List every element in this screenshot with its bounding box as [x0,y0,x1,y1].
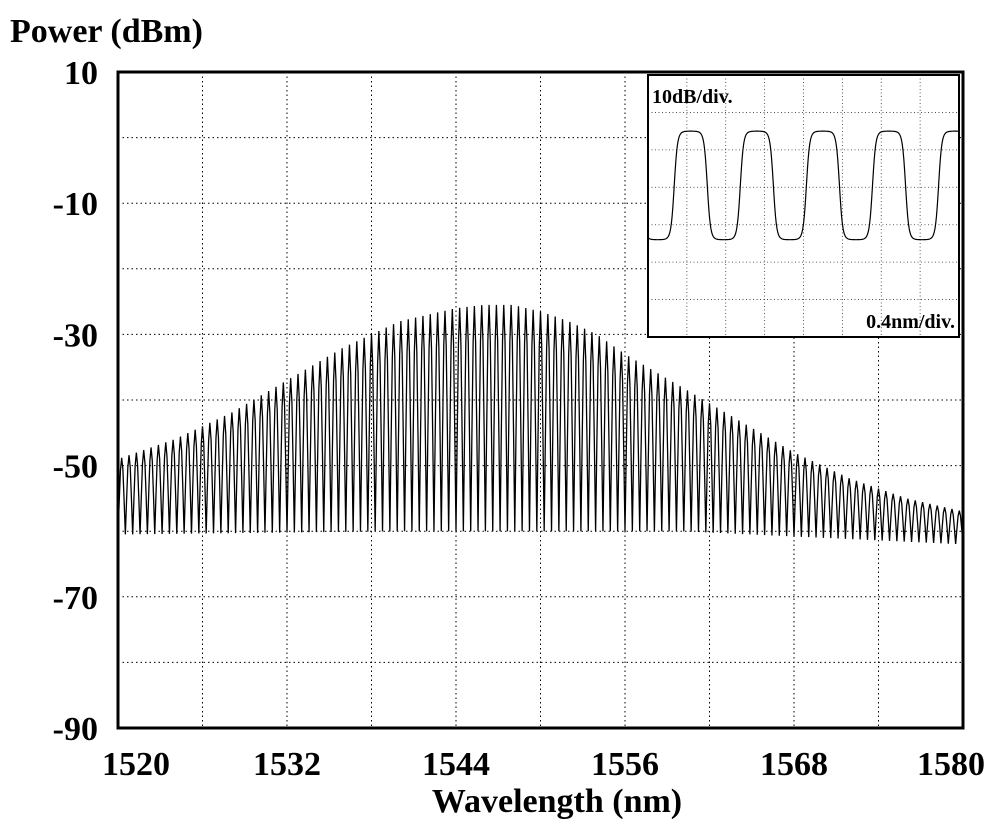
inset-frame [647,74,960,338]
x-axis-title: Wavelength (nm) [432,783,682,820]
y-tick-label: -30 [53,317,98,354]
inset-trace [647,130,960,241]
y-tick-labels: 10 -10 -30 -50 -70 -90 [53,55,98,748]
x-tick-labels: 1520 1532 1544 1556 1568 1580 [102,746,985,783]
spectrum-line [117,304,964,545]
x-tick-label: 1580 [917,746,985,783]
y-tick-label: -70 [53,580,98,617]
plot-frame [116,70,965,730]
inset-label-xdiv: 0.4nm/div. [866,311,955,333]
inset-grid [648,75,959,337]
inset-plot: 10dB/div. 0.4nm/div. [647,74,960,338]
y-tick-label: -90 [53,711,98,748]
x-tick-label: 1520 [102,746,170,783]
x-tick-label: 1532 [253,746,321,783]
spectrum-trace [117,304,964,545]
y-tick-label: 10 [64,55,98,92]
y-tick-label: -10 [53,186,98,223]
x-tick-label: 1568 [760,746,828,783]
x-tick-label: 1556 [591,746,659,783]
y-tick-label: -50 [53,449,98,486]
inset-label-ydiv: 10dB/div. [652,86,733,108]
y-axis-title: Power (dBm) [10,13,203,50]
x-tick-label: 1544 [422,746,490,783]
